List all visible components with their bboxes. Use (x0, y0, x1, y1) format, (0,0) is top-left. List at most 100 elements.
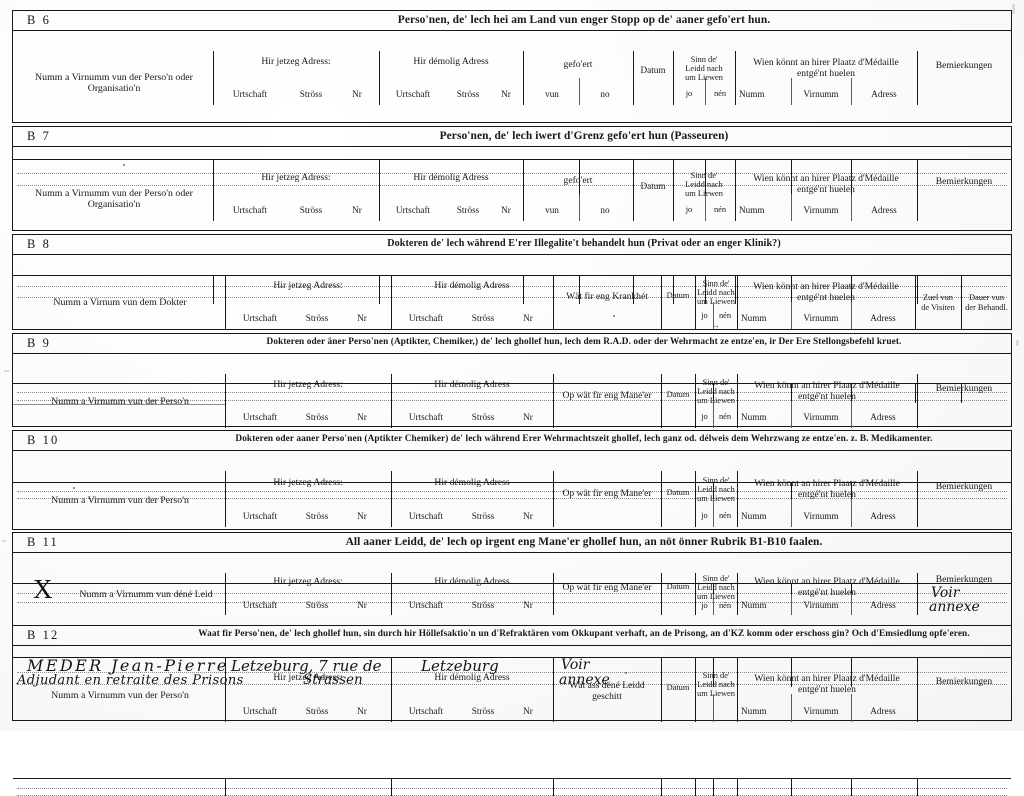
b8-sinn-l1: Sinn de' (702, 279, 730, 288)
b7-med-numm: Numm (739, 205, 765, 215)
b12-sinn-l3: um Liewen (697, 689, 735, 698)
b10-nr-then: Nr (523, 511, 533, 521)
b12-titlebar: B 12 Waat fir Perso'nen, de' lech gholle… (13, 626, 1011, 646)
b9-header: Numm a Virnumm vun der Perso'n Hir jetze… (13, 374, 1011, 428)
b11-urtschaft-then: Urtschaft (408, 600, 444, 610)
b11-addr-now-hw-line1: Letzeburg, 7 rue de (231, 657, 382, 675)
b7-sinn-nen: nén (713, 205, 727, 214)
b11-urtschaft-now: Urtschaft (242, 600, 278, 610)
b7-sinn-l2: Leidd nach (685, 180, 723, 189)
section-b8: B 8 Dokteren de' lech während E'rer Ille… (12, 234, 1012, 403)
b6-gefoert-vun: vun (545, 89, 559, 99)
b9-code: B 9 (27, 336, 52, 350)
b12-stross-then: Ströss (471, 706, 495, 716)
b6-stross-then: Ströss (456, 89, 480, 99)
b10-addr-now-label: Hir jetzeg Adress: (273, 477, 343, 488)
b11-medaille-l1: Wien könnt an hirer Plaatz d'Médaille (754, 576, 900, 587)
b6-urtschaft-now: Urtschaft (232, 89, 268, 99)
b12-wat-ass-l2: geschitt (592, 691, 622, 702)
b9-bemierkungen-label: Bemierkungen (935, 383, 993, 394)
b11-remark-hw-line1: Voir (931, 585, 960, 601)
b12-data-rows[interactable] (13, 778, 1011, 796)
b6-stross-now: Ströss (299, 89, 323, 99)
b12-medaille-l1: Wien könnt an hirer Plaatz d'Médaille (754, 673, 900, 684)
b11-addr-then-label: Hir démolig Adress (434, 576, 510, 587)
b11-addr-then-hw: Letzeburg (421, 657, 499, 675)
b7-urtschaft-now: Urtschaft (232, 205, 268, 215)
b11-stross-now: Ströss (305, 600, 329, 610)
b10-sinn-l2: Leidd nach (697, 485, 735, 494)
b6-bemierkungen-label: Bemierkungen (935, 60, 993, 71)
b11-header: X Numm a Virnumm vun déné Leid Hir jetze… (13, 573, 1011, 615)
b6-addr-then-label: Hir démolig Adress (413, 56, 489, 67)
b6-nr-now: Nr (352, 89, 362, 99)
b6-med-adress: Adress (871, 89, 897, 99)
scan-speck (1016, 340, 1019, 346)
b8-medaille-l2: entgé'nt huelen (797, 292, 855, 303)
b8-med-numm: Numm (741, 313, 767, 323)
b10-title: Dokteren oder aaner Perso'nen (Aptikter … (235, 434, 933, 444)
b10-urtschaft-then: Urtschaft (408, 511, 444, 521)
b8-stross-then: Ströss (471, 313, 495, 323)
b6-medaille-l2: entgé'nt huelen (797, 68, 855, 79)
b10-med-adress: Adress (870, 511, 896, 521)
b12-addr-now-label: Hir jetzeg Adress: (273, 672, 343, 683)
b6-titlebar: B 6 Perso'nen, de' lech hei am Land vun … (13, 11, 1011, 31)
b11-sinn-nen: nén (718, 601, 732, 610)
b8-titlebar: B 8 Dokteren de' lech während E'rer Ille… (13, 235, 1011, 255)
checkbox-x-mark-icon[interactable]: X (33, 574, 53, 604)
b6-sinn-nen: nén (713, 89, 727, 98)
arrow-mark-icon: → (712, 321, 720, 330)
b9-urtschaft-now: Urtschaft (242, 412, 278, 422)
b7-nr-now: Nr (352, 205, 362, 215)
b7-datum-label: Datum (640, 181, 666, 191)
b9-addr-now-label: Hir jetzeg Adress: (273, 379, 343, 390)
b11-name-hw-line1: MEDER Jean-Pierre (27, 656, 229, 675)
b10-nr-now: Nr (357, 511, 367, 521)
b12-med-adress: Adress (870, 706, 896, 716)
scan-speck (1012, 4, 1015, 14)
b6-sinn-l3: um Liewen (685, 73, 723, 82)
b12-med-numm: Numm (741, 706, 767, 716)
b8-sinn-jo: jo (701, 311, 708, 320)
b7-med-virnumm: Virnumm (803, 205, 839, 215)
b10-sinn-l1: Sinn de' (702, 476, 730, 485)
scan-speck (2, 540, 6, 542)
b8-code: B 8 (27, 237, 52, 251)
b11-data-rows[interactable]: MEDER Jean-Pierre Adjudant en retraite d… (13, 656, 1011, 688)
b7-title: Perso'nen, de' lech iwert d'Grenz gefo'e… (439, 130, 729, 142)
b11-datum-label: Datum (666, 582, 690, 591)
b8-krankhet-label: Wät fir eng Krankhét (566, 291, 648, 302)
b7-bemierkungen-label: Bemierkungen (935, 176, 993, 187)
b11-nr-then: Nr (523, 600, 533, 610)
b7-med-adress: Adress (871, 205, 897, 215)
b11-manner-label: Op wät fir eng Mane'er (562, 582, 652, 593)
b7-titlebar: B 7 Perso'nen, de' lech iwert d'Grenz ge… (13, 127, 1011, 147)
b10-urtschaft-now: Urtschaft (242, 511, 278, 521)
section-b12: B 12 Waat fir Perso'nen, de' lech gholle… (12, 625, 1012, 796)
b12-header: Numm a Virnumm vun der Perso'n Hir jetze… (13, 666, 1011, 722)
b7-header: Numm a Virnumm vun der Perso'n oder Orga… (13, 167, 1011, 221)
b12-code: B 12 (27, 628, 60, 642)
b8-addr-then-label: Hir démolig Adress (434, 280, 510, 291)
b10-code: B 10 (27, 433, 60, 447)
b12-bemierkungen-label: Bemierkungen (935, 676, 993, 687)
b9-sinn-l1: Sinn de' (702, 378, 730, 387)
b8-title: Dokteren de' lech während E'rer Illegali… (387, 238, 781, 249)
b9-sinn-jo: jo (701, 412, 708, 421)
b11-manner-hw-line1: Voir (561, 657, 590, 673)
b10-med-numm: Numm (741, 511, 767, 521)
b11-bemierkungen-label: Bemierkungen (935, 574, 993, 585)
b10-stross-then: Ströss (471, 511, 495, 521)
b9-medaille-l1: Wien könnt an hirer Plaatz d'Médaille (754, 380, 900, 391)
b6-sinn-jo: jo (685, 89, 693, 98)
b8-medaille-l1: Wien könnt an hirer Plaatz d'Médaille (753, 281, 899, 292)
b11-title: All aaner Leidd, de' lech op irgent eng … (345, 536, 823, 548)
b11-sinn-l1: Sinn de' (702, 574, 730, 583)
b10-sinn-jo: jo (701, 511, 708, 520)
b12-urtschaft-then: Urtschaft (408, 706, 444, 716)
b7-data-rows[interactable] (13, 275, 1011, 304)
b6-med-numm: Numm (739, 89, 765, 99)
b9-nr-now: Nr (357, 412, 367, 422)
b8-name-col-label: Numm a Virnum vun dem Dokter (53, 297, 187, 308)
